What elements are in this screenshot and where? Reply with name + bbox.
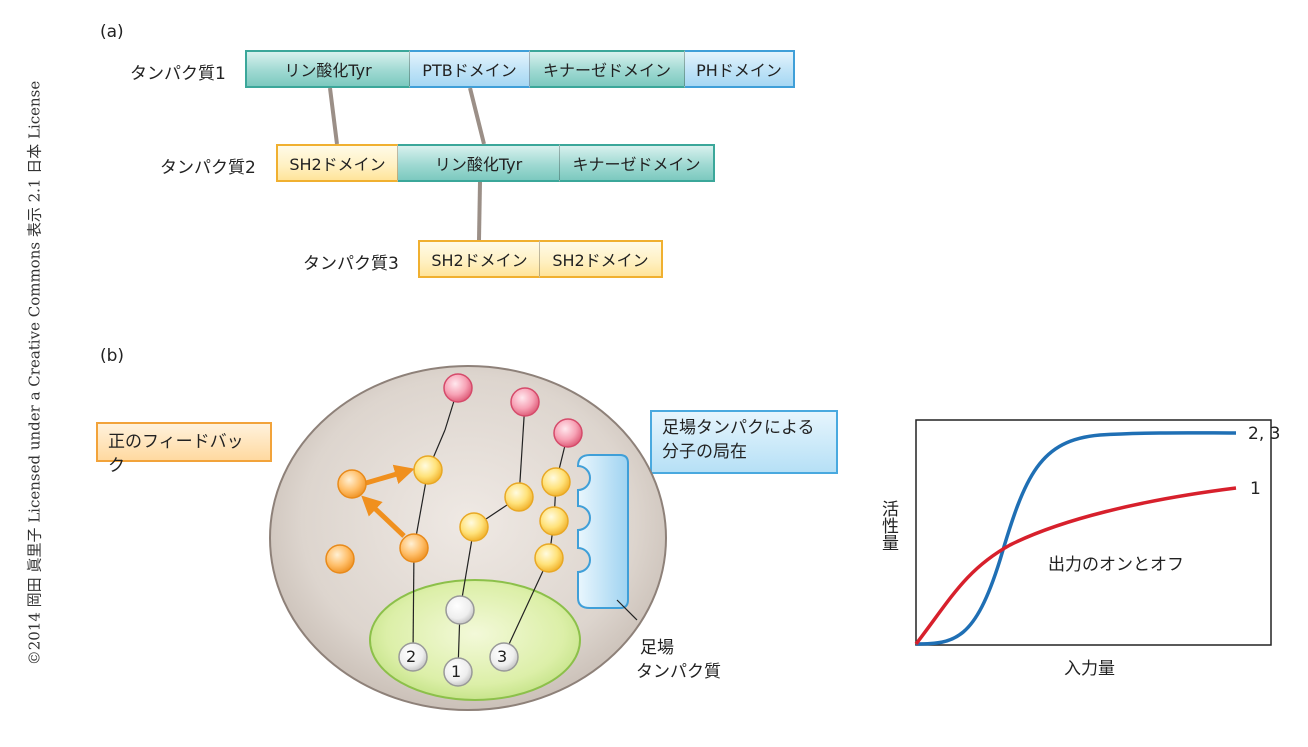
connector-p1-ptyr-p2-sh2 <box>328 87 339 145</box>
orange-molecule <box>337 469 367 499</box>
node-label-2: 2 <box>406 647 417 666</box>
receptor-node-3 <box>489 642 519 672</box>
feedback-arrow-1 <box>365 464 415 486</box>
yellow-molecule <box>541 467 571 497</box>
graph-frame <box>915 419 1272 646</box>
protein1-domain-ph: PHドメイン <box>685 50 795 88</box>
curve-series-1 <box>914 486 1237 646</box>
series-label-2-3: 2, 3 <box>1248 424 1281 444</box>
yellow-molecule <box>459 512 489 542</box>
pink-molecule <box>510 387 540 417</box>
protein1-bar: リン酸化Tyr PTBドメイン キナーゼドメイン PHドメイン <box>245 50 795 88</box>
graph-ylabel: 活性量 <box>878 500 898 551</box>
feedback-arrow-2 <box>361 495 406 538</box>
connector-p1-ptb-p2-ptyr <box>468 87 486 145</box>
protein2-bar: SH2ドメイン リン酸化Tyr キナーゼドメイン <box>276 144 715 182</box>
node-label-1: 1 <box>451 662 462 681</box>
orange-molecule <box>399 533 429 563</box>
graph-xlabel: 入力量 <box>1064 659 1115 679</box>
scaffold-pointer <box>616 599 638 621</box>
protein2-label: タンパク質2 <box>160 158 256 178</box>
connector-p2-ptyr-p3-sh2 <box>477 181 482 241</box>
scaffold-localization-line1: 足場タンパクによる <box>662 418 815 438</box>
protein1-domain-kinase: キナーゼドメイン <box>530 50 685 88</box>
panel-b-label: (b) <box>100 346 125 366</box>
curve-series-2-3 <box>915 431 1237 646</box>
protein3-domain-sh2-2: SH2ドメイン <box>540 240 663 278</box>
yellow-molecule <box>539 506 569 536</box>
pink-molecule <box>443 373 473 403</box>
protein3-label: タンパク質3 <box>303 254 399 274</box>
protein2-domain-kinase: キナーゼドメイン <box>560 144 715 182</box>
positive-feedback-text: 正のフィードバック <box>108 432 244 476</box>
protein3-domain-sh2-1: SH2ドメイン <box>418 240 540 278</box>
scaffold-protein <box>576 454 629 609</box>
positive-feedback-callout: 正のフィードバック <box>96 422 272 476</box>
receptor-node-2 <box>398 642 428 672</box>
scaffold-label-line1: 足場 <box>640 638 674 658</box>
receptor-node-1 <box>443 657 473 687</box>
series-label-1: 1 <box>1250 479 1261 499</box>
graph-annotation: 出力のオンとオフ <box>1048 555 1184 575</box>
orange-molecule <box>325 544 355 574</box>
protein1-domain-ptb: PTBドメイン <box>410 50 530 88</box>
node-label-3: 3 <box>497 647 508 666</box>
protein3-bar: SH2ドメイン SH2ドメイン <box>418 240 663 278</box>
protein2-domain-sh2: SH2ドメイン <box>276 144 398 182</box>
scaffold-localization-line2: 分子の局在 <box>662 442 747 462</box>
protein1-label: タンパク質1 <box>130 64 226 84</box>
scaffold-localization-callout: 足場タンパクによる 分子の局在 <box>650 410 838 474</box>
protein2-domain-ptyr: リン酸化Tyr <box>398 144 560 182</box>
white-molecule <box>445 595 475 625</box>
yellow-molecule <box>504 482 534 512</box>
pink-molecule <box>553 418 583 448</box>
nucleus <box>369 579 581 701</box>
scaffold-label-line2: タンパク質 <box>636 662 721 682</box>
panel-a-label: (a) <box>100 22 124 42</box>
yellow-molecule <box>413 455 443 485</box>
yellow-molecule <box>534 543 564 573</box>
protein1-domain-ptyr: リン酸化Tyr <box>245 50 410 88</box>
